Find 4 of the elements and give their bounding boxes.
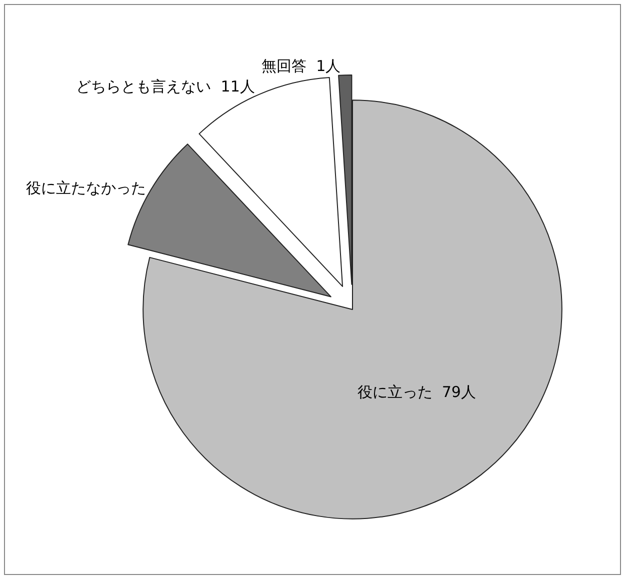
slice-label: どちらとも言えない 11人 (76, 78, 255, 96)
slice-label: 役に立たなかった (26, 178, 146, 197)
slice-label: 無回答 1人 (262, 57, 341, 76)
slice-label: 役に立った 79人 (357, 383, 476, 402)
